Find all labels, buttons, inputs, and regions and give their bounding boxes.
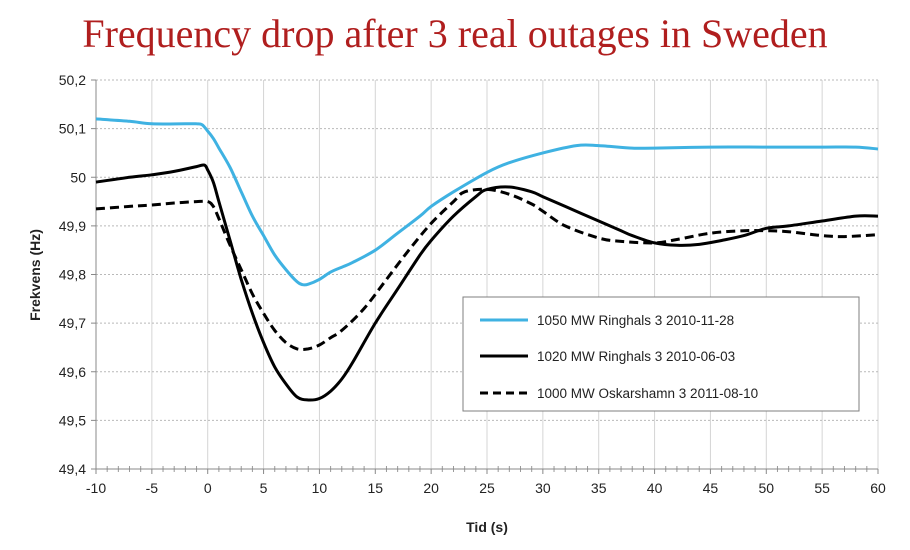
x-tick-label: 40 <box>647 480 663 496</box>
x-tick-label: 5 <box>260 480 268 496</box>
x-tick-label: 50 <box>758 480 774 496</box>
series-line-oskarshamn-2011-08-10 <box>95 187 879 351</box>
y-tick-label: 49,6 <box>59 364 86 380</box>
y-tick-label: 50,1 <box>59 121 86 137</box>
x-tick-label: 30 <box>535 480 551 496</box>
x-tick-label: 0 <box>204 480 212 496</box>
y-tick-label: 49,5 <box>59 412 86 428</box>
x-tick-label: 45 <box>703 480 719 496</box>
x-axis-label: Tid (s) <box>466 519 508 535</box>
x-tick-label: 55 <box>814 480 830 496</box>
y-axis-label: Frekvens (Hz) <box>27 229 43 321</box>
x-tick-label: 10 <box>312 480 328 496</box>
y-tick-labels: 49,4 49,5 49,6 49,7 49,8 49,9 50 50,1 50,2 <box>59 72 86 477</box>
y-tick-label: 49,9 <box>59 218 86 234</box>
legend: 1050 MW Ringhals 3 2010-11-28 1020 MW Rin… <box>462 296 860 412</box>
x-tick-label: 35 <box>591 480 607 496</box>
x-tick-label: 20 <box>423 480 439 496</box>
chart-title: Frequency drop after 3 real outages in S… <box>82 11 828 56</box>
series-line-ringhals-2010-11-28 <box>95 117 879 287</box>
x-tick-label: 15 <box>367 480 383 496</box>
legend-label: 1000 MW Oskarshamn 3 2011-08-10 <box>537 386 758 401</box>
series-layer <box>95 117 879 402</box>
legend-label: 1020 MW Ringhals 3 2010-06-03 <box>537 349 735 364</box>
x-tick-label: 60 <box>870 480 886 496</box>
legend-box <box>462 296 860 412</box>
x-tick-label: -10 <box>86 480 106 496</box>
x-tick-labels: -10 -5 0 5 10 15 20 25 30 35 40 45 50 55 60 <box>86 480 886 496</box>
legend-label: 1050 MW Ringhals 3 2010-11-28 <box>537 313 734 328</box>
x-tick-label: 25 <box>479 480 495 496</box>
y-tick-label: 49,4 <box>59 461 86 477</box>
y-tick-label: 49,8 <box>59 267 86 283</box>
y-tick-label: 50 <box>70 169 86 185</box>
y-tick-label: 49,7 <box>59 315 86 331</box>
y-tick-label: 50,2 <box>59 72 86 88</box>
x-tick-label: -5 <box>146 480 159 496</box>
series-line-ringhals-2010-06-03 <box>95 163 879 402</box>
